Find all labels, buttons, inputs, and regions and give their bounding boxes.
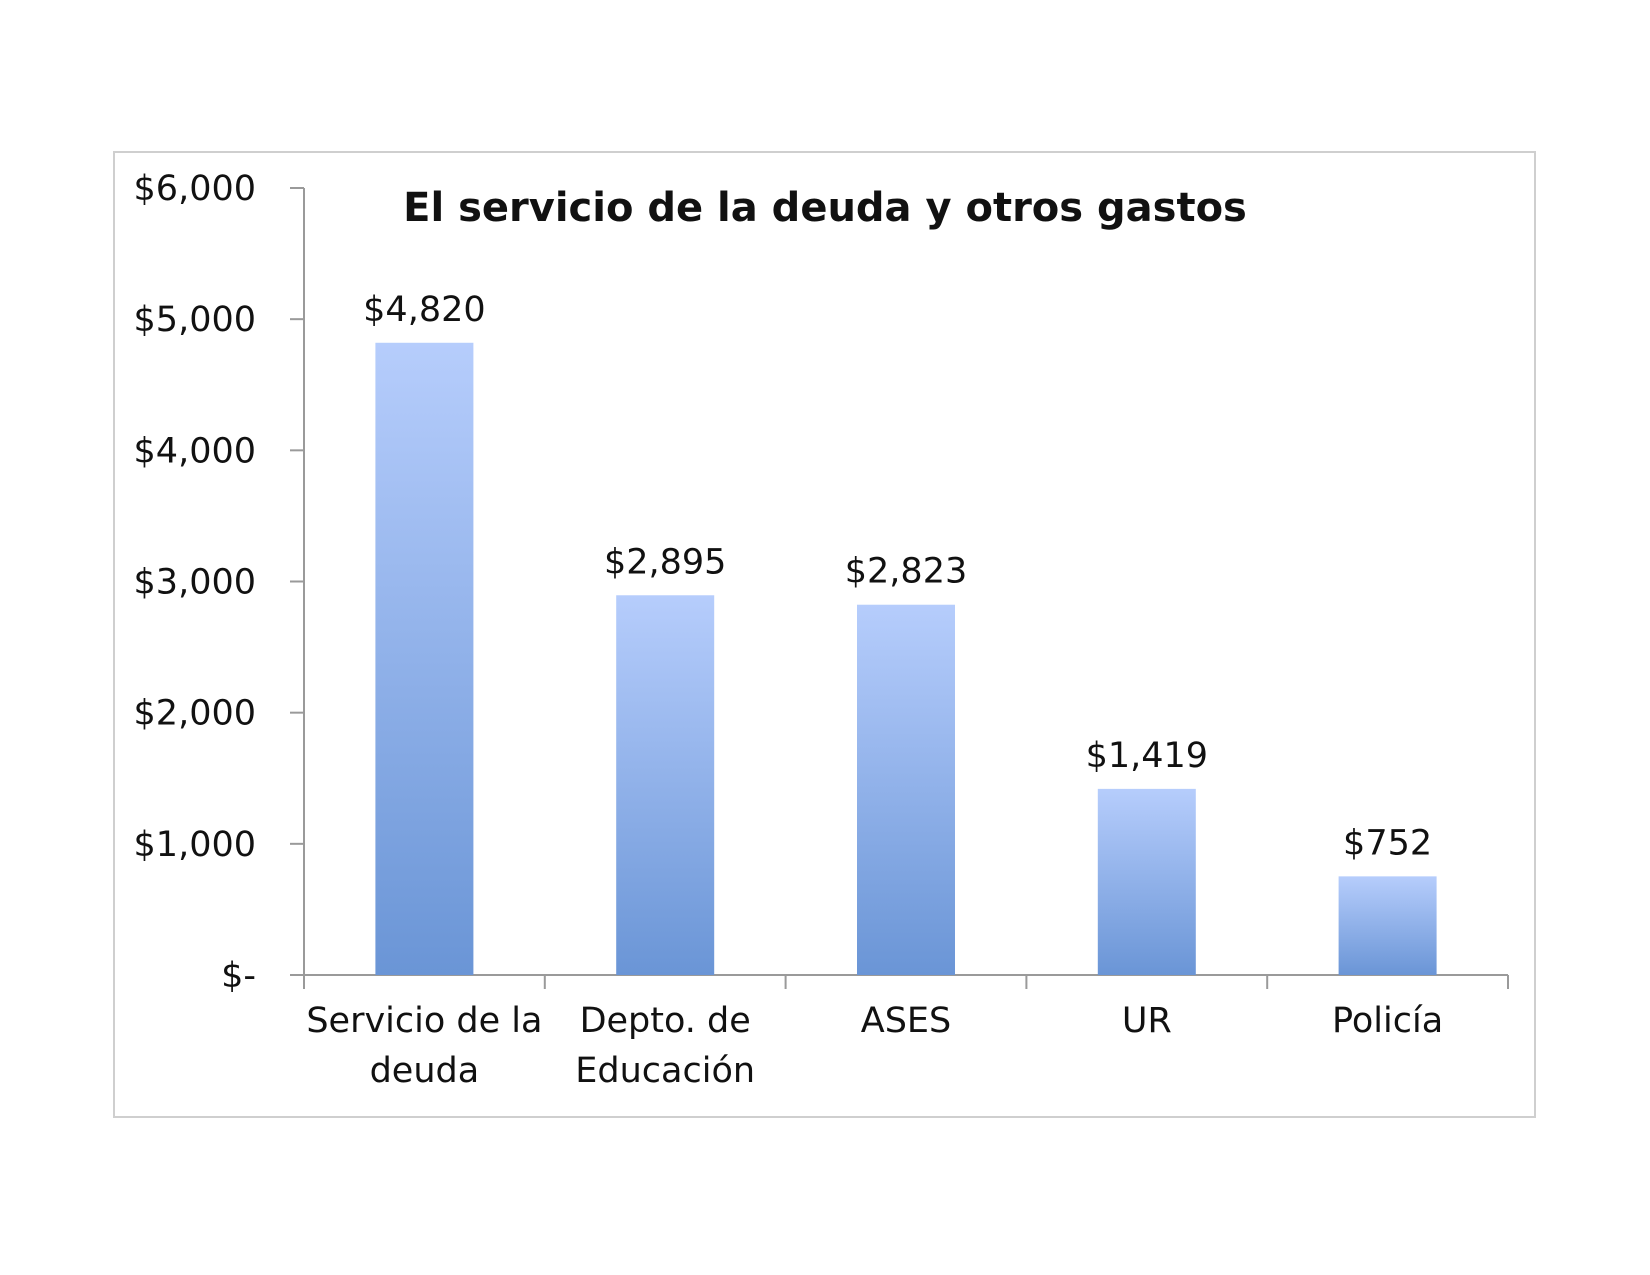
bar xyxy=(375,342,474,975)
x-category-label-line: Depto. de xyxy=(580,1001,751,1041)
data-label: $2,823 xyxy=(845,552,967,592)
data-label: $2,895 xyxy=(604,542,726,582)
y-tick-label: $1,000 xyxy=(134,825,256,865)
x-category-label: Policía xyxy=(1332,1001,1443,1041)
x-category-label: UR xyxy=(1122,1001,1172,1041)
bar xyxy=(857,604,955,975)
x-category-label-line: Educación xyxy=(575,1051,755,1091)
plot-area: $- $1,000 $2,000 $3,000 $4,000 $5,000 $6,000 $4… xyxy=(134,169,1509,1091)
chart-title: El servicio de la deuda y otros gastos xyxy=(403,185,1247,231)
x-category-label: ASES xyxy=(861,1001,952,1041)
chart-frame xyxy=(113,151,1536,1118)
y-tick-label: $4,000 xyxy=(134,431,256,471)
x-category-label: Servicio de la deuda xyxy=(306,1001,542,1091)
y-tick-label: $6,000 xyxy=(134,169,256,209)
y-tick-label: $3,000 xyxy=(134,563,256,603)
y-tick-label: $2,000 xyxy=(134,694,256,734)
bar xyxy=(616,595,715,975)
bar xyxy=(1097,788,1196,975)
data-label: $1,419 xyxy=(1086,736,1208,776)
x-category-label-line: deuda xyxy=(370,1051,480,1091)
bar xyxy=(1338,876,1437,975)
x-category-label-line: Servicio de la xyxy=(306,1001,542,1041)
data-label: $4,820 xyxy=(363,290,485,330)
x-category-label-line: Policía xyxy=(1332,1001,1443,1041)
x-category-label: Depto. de Educación xyxy=(575,1001,755,1091)
y-tick-label: $- xyxy=(221,956,256,996)
x-category-label-line: UR xyxy=(1122,1001,1172,1041)
data-label: $752 xyxy=(1343,823,1432,863)
x-category-label-line: ASES xyxy=(861,1001,952,1041)
y-tick-label: $5,000 xyxy=(134,300,256,340)
